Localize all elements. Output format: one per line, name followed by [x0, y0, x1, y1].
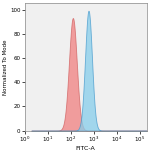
Y-axis label: Normalized To Mode: Normalized To Mode — [3, 39, 8, 95]
X-axis label: FITC-A: FITC-A — [76, 146, 95, 150]
